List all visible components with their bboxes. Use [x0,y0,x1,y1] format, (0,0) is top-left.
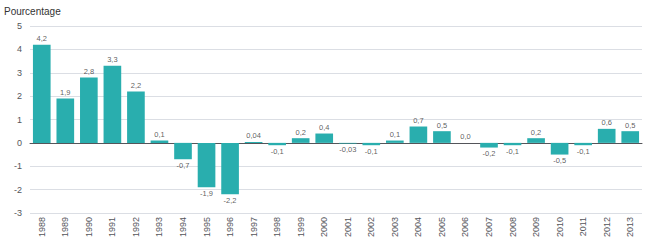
svg-text:2008: 2008 [508,217,518,237]
svg-text:1991: 1991 [107,217,117,237]
svg-text:-0,7: -0,7 [177,161,190,170]
svg-text:-2,2: -2,2 [224,196,237,205]
svg-text:-0,2: -0,2 [483,149,496,158]
svg-text:2007: 2007 [484,217,494,237]
svg-text:1996: 1996 [225,217,235,237]
svg-text:Pourcentage: Pourcentage [4,6,61,17]
svg-text:1990: 1990 [84,217,94,237]
svg-text:0,04: 0,04 [246,131,261,140]
svg-text:0,5: 0,5 [625,121,635,130]
svg-text:1999: 1999 [296,217,306,237]
svg-text:1993: 1993 [154,217,164,237]
svg-text:-0,1: -0,1 [577,147,590,156]
svg-text:2006: 2006 [460,217,470,237]
svg-text:1989: 1989 [60,217,70,237]
svg-text:1988: 1988 [37,217,47,237]
svg-text:0,1: 0,1 [390,130,400,139]
svg-text:1,9: 1,9 [60,88,70,97]
svg-text:-1: -1 [14,161,22,171]
svg-text:0,2: 0,2 [531,128,541,137]
svg-text:-3: -3 [14,208,22,218]
svg-text:3,3: 3,3 [107,55,117,64]
svg-text:2001: 2001 [343,217,353,237]
svg-text:1992: 1992 [131,217,141,237]
svg-text:2002: 2002 [366,217,376,237]
svg-text:4: 4 [17,44,22,54]
svg-text:2: 2 [17,91,22,101]
svg-text:1: 1 [17,115,22,125]
svg-text:2004: 2004 [413,217,423,237]
svg-text:0,2: 0,2 [295,128,305,137]
svg-text:-2: -2 [14,185,22,195]
svg-text:2000: 2000 [319,217,329,237]
svg-text:-0,5: -0,5 [553,156,566,165]
svg-text:1997: 1997 [249,217,259,237]
svg-text:2011: 2011 [578,217,588,236]
svg-text:0,0: 0,0 [460,132,470,141]
svg-text:0,6: 0,6 [601,118,611,127]
svg-text:2009: 2009 [531,217,541,237]
svg-text:0: 0 [17,138,22,148]
svg-text:2,8: 2,8 [84,67,94,76]
svg-text:-0,03: -0,03 [339,145,356,154]
svg-text:-0,1: -0,1 [365,147,378,156]
svg-text:5: 5 [17,21,22,31]
svg-text:-0,1: -0,1 [506,147,519,156]
svg-text:2,2: 2,2 [131,81,141,90]
svg-text:0,4: 0,4 [319,123,329,132]
svg-text:1994: 1994 [178,217,188,237]
svg-text:0,1: 0,1 [154,130,164,139]
svg-text:2012: 2012 [602,217,612,237]
svg-text:3: 3 [17,68,22,78]
svg-text:1995: 1995 [202,217,212,237]
svg-text:2003: 2003 [390,217,400,237]
svg-text:0,5: 0,5 [437,121,447,130]
svg-text:1998: 1998 [272,217,282,237]
svg-text:2013: 2013 [625,217,635,237]
svg-text:-0,1: -0,1 [271,147,284,156]
svg-text:2005: 2005 [437,217,447,237]
svg-text:0,7: 0,7 [413,116,423,125]
svg-text:4,2: 4,2 [37,34,47,43]
svg-text:2010: 2010 [555,217,565,237]
svg-text:-1,9: -1,9 [200,189,213,198]
